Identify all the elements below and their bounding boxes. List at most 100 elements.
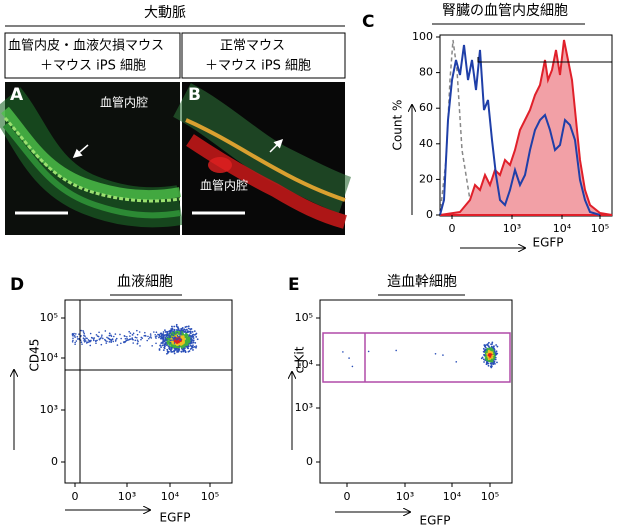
dot [139, 345, 141, 347]
x-tick-label: 0 [344, 490, 351, 503]
panel-label: A [10, 85, 24, 105]
dot [173, 325, 176, 328]
header-text: ＋マウス iPS 細胞 [40, 59, 146, 74]
dot [144, 335, 147, 337]
dot [490, 358, 493, 361]
dot [90, 339, 92, 342]
lumen-label: 血管内腔 [100, 95, 148, 110]
dot [158, 349, 161, 351]
dot [185, 332, 187, 335]
dot [114, 333, 117, 335]
dot [177, 335, 179, 338]
dot [182, 341, 185, 343]
dot [136, 339, 139, 341]
dot [134, 339, 137, 342]
dot [187, 350, 190, 353]
dot [177, 337, 179, 340]
dot [489, 354, 492, 357]
dot [120, 342, 122, 345]
dot [126, 339, 129, 341]
dot [169, 334, 171, 337]
dot [165, 334, 168, 336]
dot [158, 336, 160, 339]
dot [166, 344, 168, 347]
x-tick-label: 10⁵ [481, 490, 499, 503]
dot [483, 350, 486, 353]
dot [165, 341, 167, 344]
dot [106, 336, 108, 339]
dot [487, 356, 490, 359]
dot [110, 339, 113, 342]
dot [166, 348, 169, 351]
dot [95, 334, 98, 336]
dot [492, 354, 494, 357]
dot [180, 333, 182, 336]
plot-frame [319, 299, 513, 484]
dot [490, 364, 493, 366]
dot [184, 326, 187, 328]
dot [162, 349, 165, 351]
dot [131, 334, 134, 336]
dot [174, 333, 176, 336]
dot [487, 358, 490, 361]
histogram-red [439, 39, 613, 216]
x-tick-label: 0 [449, 222, 456, 235]
dot [483, 354, 486, 357]
dot [486, 343, 488, 346]
dot [494, 362, 496, 365]
dot [180, 338, 182, 341]
dot [177, 329, 179, 332]
dot [124, 335, 126, 338]
histogram-control [439, 39, 501, 216]
dot [126, 337, 128, 340]
dot [164, 338, 167, 341]
dot [129, 335, 131, 337]
dot [138, 331, 141, 333]
y-tick-label: 0 [306, 455, 313, 468]
dot [120, 337, 122, 340]
y-tick-label: 80 [419, 66, 433, 79]
dot [74, 333, 77, 335]
dot [132, 332, 135, 335]
dot [149, 335, 152, 337]
dot [162, 333, 164, 335]
dot [182, 349, 185, 352]
panel-title: 血液細胞 [117, 274, 173, 290]
dot [493, 348, 496, 351]
dot [170, 344, 173, 347]
dot [95, 340, 97, 343]
dot [82, 331, 85, 333]
histogram-blue [439, 44, 601, 216]
plot-frame [64, 299, 233, 484]
dot [486, 350, 489, 353]
dot [128, 338, 131, 341]
dot [174, 340, 177, 343]
dot [175, 336, 177, 339]
dot [166, 339, 168, 341]
dot [191, 336, 194, 338]
dot [163, 347, 166, 350]
dot [179, 337, 181, 339]
header-text: 正常マウス [220, 39, 285, 54]
dot [485, 363, 488, 366]
dot [493, 352, 495, 354]
dot [82, 330, 84, 332]
dot [137, 340, 139, 343]
dot [126, 335, 128, 338]
dot [192, 339, 195, 342]
y-axis-label: c-Kit [293, 346, 307, 373]
dot [177, 350, 180, 353]
dot [172, 330, 175, 333]
dot [487, 353, 490, 356]
dot [74, 341, 76, 344]
dot [99, 337, 102, 340]
panel-title: 造血幹細胞 [387, 273, 457, 290]
dot [486, 352, 489, 355]
lumen-label: 血管内腔 [200, 178, 248, 193]
dot [185, 334, 188, 337]
dot [159, 344, 162, 347]
dot [83, 340, 86, 343]
dot [160, 332, 163, 335]
dot [136, 336, 138, 339]
dot [193, 333, 196, 336]
